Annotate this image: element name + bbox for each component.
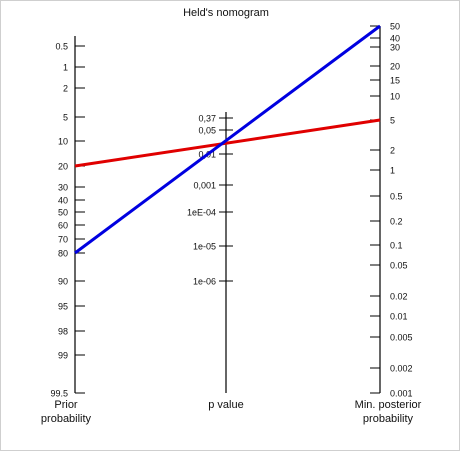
pvalue-tick-label: 0,001 [193,181,216,191]
chart-title: Held's nomogram [183,7,269,19]
prior-tick-label: 30 [58,183,68,193]
prior-tick-label: 10 [58,137,68,147]
nomogram-line [74,24,381,255]
prior-tick-label: 98 [58,327,68,337]
posterior-tick-label: 0.02 [390,292,408,302]
posterior-tick-label: 20 [390,62,400,72]
pvalue-axis-label: p value [208,399,243,411]
pvalue-tick-label: 1e-06 [193,277,216,287]
prior-tick-label: 70 [58,235,68,245]
prior-tick-label: 99 [58,351,68,361]
prior-tick-label: 1 [63,63,68,73]
pvalue-tick-label: 0,37 [198,114,216,124]
posterior-tick-label: 15 [390,76,400,86]
posterior-tick-label: 0.01 [390,312,408,322]
nomogram-line [74,118,381,168]
posterior-tick-label: 0.001 [390,389,413,399]
posterior-tick-label: 50 [390,22,400,32]
prior-tick-label: 2 [63,84,68,94]
prior-tick-label: 90 [58,277,68,287]
prior-tick-label: 80 [58,249,68,259]
posterior-tick-label: 30 [390,43,400,53]
prior-ticks: 0.5 1 2 5 10 20 30 40 50 60 70 80 90 95 98 99 99.5 [50,42,85,399]
posterior-tick-label: 5 [390,116,395,126]
prior-tick-label: 0.5 [55,42,68,52]
pvalue-tick-label: 1e-05 [193,242,216,252]
posterior-tick-label: 10 [390,92,400,102]
nomogram-lines [74,24,381,255]
prior-tick-label: 95 [58,302,68,312]
prior-tick-label: 60 [58,221,68,231]
posterior-axis-label-line1: Min. posterior [355,399,422,411]
posterior-tick-label: 0.2 [390,217,403,227]
prior-tick-label: 5 [63,113,68,123]
posterior-tick-label: 0.5 [390,192,403,202]
posterior-tick-label: 0.05 [390,261,408,271]
posterior-axis-label-line2: probability [363,413,414,425]
posterior-tick-label: 0.002 [390,364,413,374]
prior-axis-label-line1: Prior [54,399,78,411]
prior-tick-label: 20 [58,162,68,172]
pvalue-tick-label: 1eE-04 [187,208,216,218]
pvalue-tick-label: 0,05 [198,126,216,136]
posterior-tick-label: 0.1 [390,241,403,251]
prior-axis-label-line2: probability [41,413,92,425]
posterior-tick-label: 2 [390,146,395,156]
prior-tick-label: 99.5 [50,389,68,399]
prior-tick-label: 50 [58,208,68,218]
posterior-tick-label: 40 [390,34,400,44]
prior-tick-label: 40 [58,196,68,206]
posterior-tick-label: 0.005 [390,333,413,343]
posterior-tick-label: 1 [390,166,395,176]
